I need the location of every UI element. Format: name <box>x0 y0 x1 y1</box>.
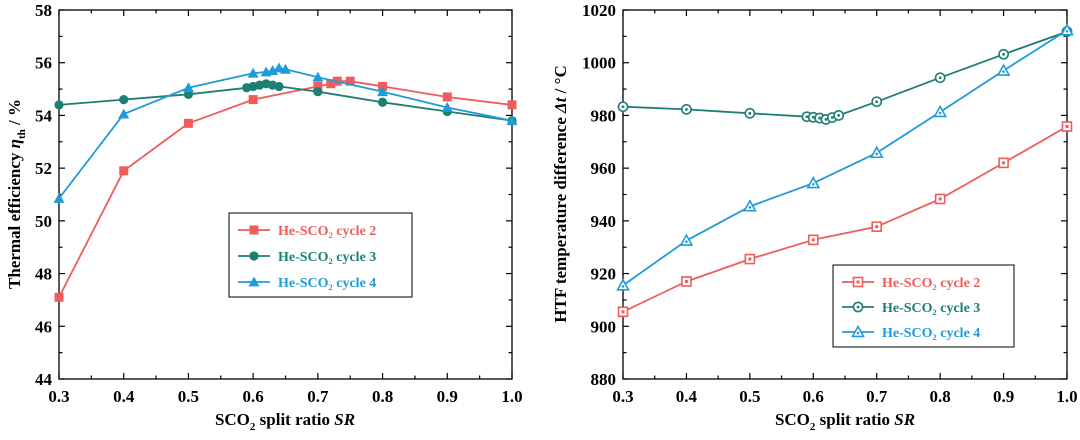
series-cycle4-point-1 <box>118 108 130 119</box>
series-layer <box>616 23 1074 318</box>
series-cycle4-point-legend <box>248 276 260 287</box>
series-cycle4-point-2 <box>742 199 757 212</box>
series-cycle4-point-6 <box>273 62 285 73</box>
y-tick-label: 54 <box>35 106 53 125</box>
x-tick-label: 0.4 <box>113 387 135 406</box>
x-tick-label: 0.6 <box>243 387 264 406</box>
series-cycle2-point-7 <box>345 76 355 86</box>
series-cycle3-point-9 <box>313 87 323 97</box>
series-cycle2-point-2 <box>183 118 193 128</box>
series-cycle4-point-3 <box>806 176 821 189</box>
series-cycle4-point-7 <box>1060 23 1074 36</box>
series-cycle4-point-11 <box>506 115 518 126</box>
y-tick-label: 1000 <box>582 54 616 73</box>
chart-htf-temperature-difference: 0.3 0.4 0.5 0.6 0.7 0.8 0.9 1.0 880 900 920 940 960 9… <box>551 1 1078 433</box>
y-tick-label: 48 <box>35 265 52 284</box>
x-tick-label: 1.0 <box>1056 387 1077 406</box>
series-line-cycle2 <box>622 125 1068 313</box>
x-tick-label: 0.6 <box>803 387 824 406</box>
series-cycle2-point-3 <box>248 95 258 105</box>
series-cycle2-point-5 <box>326 79 336 89</box>
y-tick-label: 980 <box>591 106 617 125</box>
series-cycle4-point-6 <box>996 63 1011 76</box>
legend-label-cycle4: He-SCO₂ cycle 4 <box>278 276 376 291</box>
legend-label-cycle4: He-SCO₂ cycle 4 <box>882 326 980 341</box>
series-cycle4-point-legend <box>851 324 865 338</box>
y-tick-label: 880 <box>591 370 617 389</box>
legend-label-cycle3: He-SCO₂ cycle 3 <box>882 301 980 316</box>
x-tick-label: 0.5 <box>178 387 199 406</box>
y-tick-label: 46 <box>35 317 52 336</box>
series-cycle2-point-legend <box>249 225 259 235</box>
series-cycle4-point-5 <box>267 65 279 76</box>
y-tick-label: 940 <box>591 212 617 231</box>
y-tick-label: 1020 <box>582 1 616 20</box>
y-tick-label: 920 <box>591 265 617 284</box>
series-cycle4-point-10 <box>441 102 453 112</box>
x-tick-label: 0.7 <box>307 387 329 406</box>
series-cycle4-point-4 <box>869 145 884 159</box>
x-tick-label: 0.8 <box>372 387 393 406</box>
legend: He-SCO₂ cycle 2 He-SCO₂ cycle 3 He-SCO₂ cy… <box>832 264 1015 348</box>
ticks: 0.3 0.4 0.5 0.6 0.7 0.8 0.9 1.0 44 46 48 50 52 54 56 58 <box>35 1 523 406</box>
y-tick-label: 44 <box>35 370 53 389</box>
legend-box <box>228 212 413 298</box>
series-cycle4-point-0 <box>616 278 630 291</box>
series-cycle2-point-1 <box>119 166 129 176</box>
series-cycle2-point-4 <box>313 81 323 91</box>
series-cycle3-point-1 <box>119 95 129 105</box>
y-tick-label: 58 <box>35 1 52 20</box>
x-tick-label: 0.9 <box>993 387 1014 406</box>
x-tick-label: 0.3 <box>612 387 633 406</box>
series-cycle3-point-0 <box>54 100 64 110</box>
series-cycle3-point-8 <box>274 81 284 92</box>
series-line-cycle4 <box>622 29 1068 287</box>
series-cycle4-point-9 <box>377 86 389 97</box>
series-layer <box>53 62 518 302</box>
series-cycle4-point-1 <box>679 233 694 246</box>
series-cycle4-point-3 <box>247 67 259 78</box>
x-axis-title: SCO2 split ratio SR <box>775 410 915 433</box>
y-tick-label: 56 <box>35 54 52 73</box>
chart-thermal-efficiency: 0.3 0.4 0.5 0.6 0.7 0.8 0.9 1.0 44 46 48 50 52 54 56 58… <box>5 1 523 433</box>
y-tick-label: 960 <box>591 159 617 178</box>
series-cycle2-point-9 <box>442 92 452 102</box>
series-cycle3-point-10 <box>377 97 388 107</box>
y-tick-label: 900 <box>591 317 617 336</box>
series-cycle4-point-0 <box>53 192 65 203</box>
x-tick-label: 1.0 <box>501 387 522 406</box>
series-cycle2-point-10 <box>507 100 517 110</box>
y-axis-title: HTF temperature difference Δt / °C <box>551 65 570 322</box>
ticks: 0.3 0.4 0.5 0.6 0.7 0.8 0.9 1.0 880 900 920 940 960 9… <box>582 1 1078 406</box>
x-tick-label: 0.7 <box>866 387 888 406</box>
x-tick-label: 0.3 <box>48 387 69 406</box>
y-tick-label: 52 <box>35 159 52 178</box>
series-cycle4-point-7 <box>280 63 291 74</box>
y-axis-title: Thermal efficiency ηth / % <box>5 99 28 289</box>
x-axis-title: SCO2 split ratio SR <box>215 410 355 433</box>
x-tick-label: 0.4 <box>676 387 698 406</box>
legend-label-cycle2: He-SCO₂ cycle 2 <box>278 224 376 239</box>
x-tick-label: 0.9 <box>437 387 458 406</box>
series-cycle2-point-0 <box>54 292 64 302</box>
y-tick-label: 50 <box>35 212 52 231</box>
legend-label-cycle3: He-SCO₂ cycle 3 <box>278 250 376 265</box>
legend-label-cycle2: He-SCO₂ cycle 2 <box>882 276 980 291</box>
x-tick-label: 0.8 <box>930 387 951 406</box>
series-cycle4-point-2 <box>182 82 194 93</box>
series-cycle4-point-8 <box>312 71 324 82</box>
x-tick-label: 0.5 <box>739 387 760 406</box>
legend: He-SCO₂ cycle 2 He-SCO₂ cycle 3 He-SCO₂ cy… <box>228 212 413 298</box>
series-cycle3-point-legend <box>249 251 259 261</box>
series-cycle4-point-5 <box>933 104 948 118</box>
